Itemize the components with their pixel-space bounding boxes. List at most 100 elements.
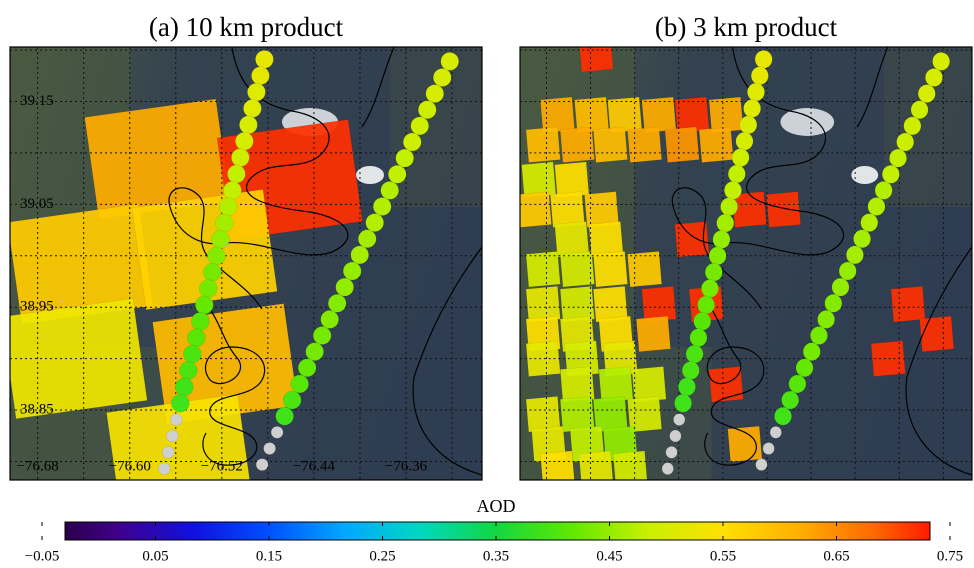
track-point (846, 245, 864, 265)
track-point (762, 442, 775, 455)
aod-cell (593, 251, 628, 288)
aod-cell (727, 425, 763, 463)
track-point (661, 462, 674, 475)
track-point (673, 413, 686, 426)
track-point (223, 181, 242, 200)
track-point (716, 213, 735, 233)
aod-cell (631, 366, 667, 403)
track-point (219, 197, 238, 216)
track-point (179, 361, 198, 380)
lon-label: −76.36 (385, 458, 428, 474)
aod-cell (593, 126, 628, 163)
aod-cell (698, 126, 734, 163)
track-point (425, 84, 445, 103)
lat-label: 39.05 (20, 196, 54, 212)
track-point (743, 99, 761, 118)
track-point (720, 197, 738, 216)
track-point (235, 131, 254, 151)
track-point (853, 229, 871, 249)
aod-cell (525, 126, 561, 163)
track-point (247, 82, 266, 102)
track-point (207, 246, 226, 266)
track-point (727, 164, 746, 184)
colorbar-tick-label: 0.15 (256, 548, 282, 564)
track-point (712, 230, 731, 249)
aod-cell (540, 96, 575, 133)
colorbar-tick-label: 0.55 (710, 548, 736, 564)
aod-cell (919, 315, 955, 353)
colorbar-label: AOD (477, 496, 516, 516)
aod-cell (540, 450, 575, 480)
track-point (774, 406, 792, 426)
track-point (305, 342, 324, 361)
panel-frame (9, 46, 483, 481)
track-point (824, 294, 843, 313)
track-point (402, 132, 422, 152)
track-point (704, 262, 723, 282)
aod-cell (636, 315, 671, 353)
track-point (417, 100, 437, 120)
track-point (243, 99, 262, 118)
track-point (881, 165, 900, 184)
track-point (166, 429, 179, 443)
colorbar-tick-label: 0.35 (483, 548, 509, 564)
track-point (925, 68, 943, 87)
track-point (754, 50, 773, 69)
track-point (903, 116, 922, 136)
colorbar-tick-label: 0.25 (369, 548, 395, 564)
track-point (297, 358, 317, 378)
track-point (674, 393, 692, 413)
track-point (290, 374, 309, 394)
track-point (203, 262, 222, 282)
map-panel: 39.15 39.05 38.95 38.85 −76.68 −76.60 −76.52 −7… (9, 46, 483, 481)
map-panel (519, 46, 973, 481)
aod-cell (641, 96, 677, 133)
track-point (183, 344, 202, 364)
track-point (831, 277, 850, 297)
aod-cell (559, 126, 595, 163)
aod-cell (559, 251, 595, 288)
track-point (275, 406, 294, 426)
track-point (162, 446, 175, 459)
lat-label: 38.85 (20, 401, 54, 417)
aod-cell (598, 366, 634, 403)
track-point (251, 66, 270, 85)
track-point (817, 310, 835, 329)
panel-frame (519, 46, 973, 481)
track-point (227, 164, 246, 184)
colorbar-tick-label: −0.05 (25, 548, 60, 564)
track-point (158, 462, 171, 475)
aod-cell (627, 251, 662, 288)
aod-cell (520, 191, 552, 228)
track-point (681, 361, 700, 380)
colorbar-tick-label: 0.75 (937, 548, 963, 564)
aod-cell (627, 126, 662, 163)
track-point (395, 148, 414, 168)
track-point (191, 312, 210, 331)
track-point (320, 310, 339, 329)
track-point (896, 132, 915, 152)
aod-cell (708, 366, 744, 403)
track-point (215, 213, 234, 233)
track-point (731, 148, 750, 167)
track-point (380, 181, 399, 200)
track-point (932, 52, 950, 71)
track-point (678, 377, 696, 397)
track-point (795, 358, 814, 378)
track-point (701, 279, 719, 298)
track-point (170, 413, 183, 426)
track-point (187, 328, 206, 347)
aod-cell (554, 161, 590, 198)
aod-cell (525, 340, 561, 377)
track-point (665, 446, 678, 459)
aod-cell (607, 96, 643, 133)
track-point (231, 148, 250, 167)
track-point (697, 295, 715, 315)
track-point (685, 344, 704, 364)
panel-title: (a) 10 km product (149, 12, 344, 42)
track-point (270, 426, 284, 439)
track-point (335, 277, 354, 297)
colorbar (64, 521, 931, 541)
aod-cell (766, 191, 801, 228)
